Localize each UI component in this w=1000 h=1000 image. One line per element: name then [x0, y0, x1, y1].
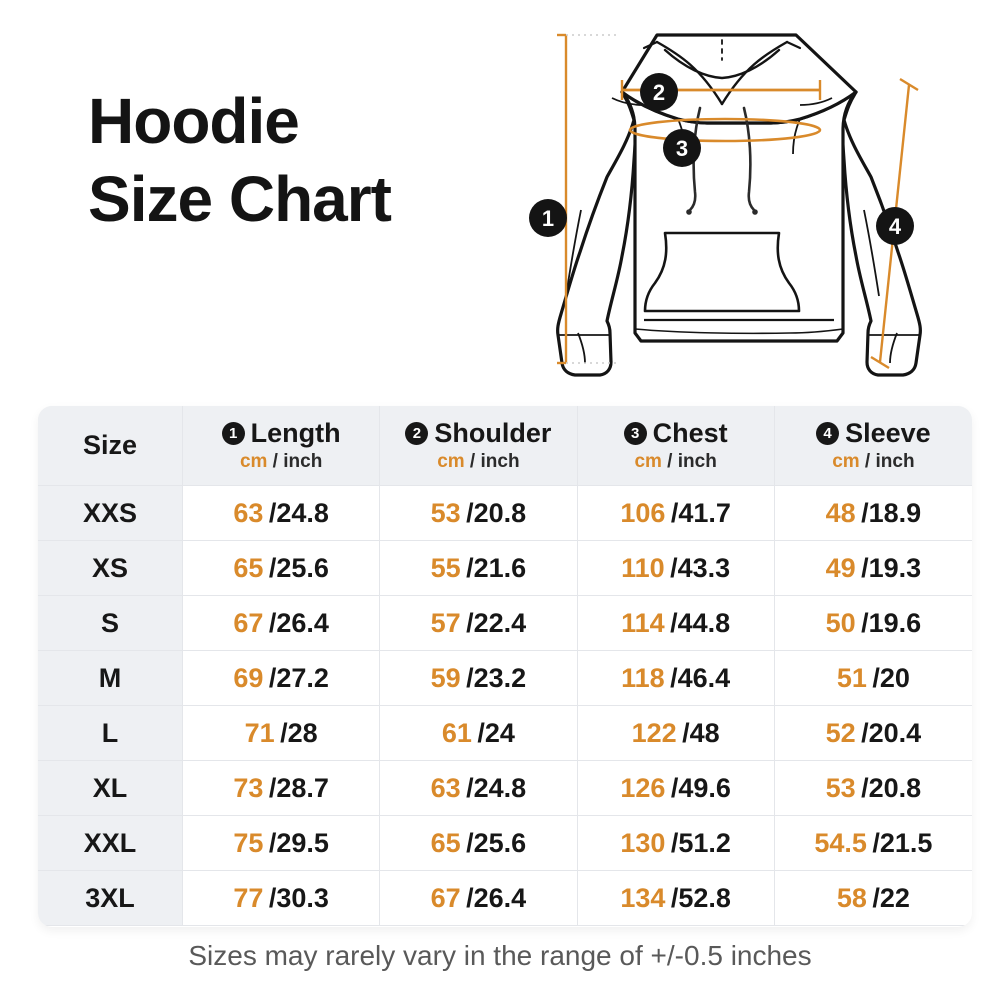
svg-text:1: 1	[542, 206, 554, 231]
svg-text:2: 2	[653, 80, 665, 105]
svg-text:3: 3	[676, 136, 688, 161]
svg-text:4: 4	[889, 214, 902, 239]
